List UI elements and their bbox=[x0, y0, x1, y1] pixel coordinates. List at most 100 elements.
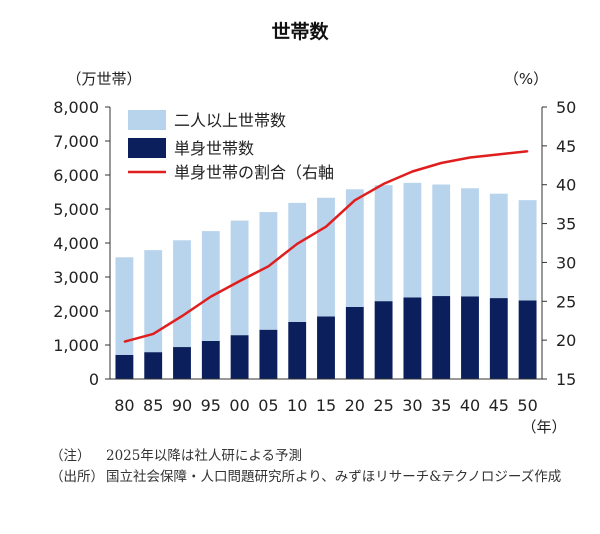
bar-single bbox=[432, 296, 451, 379]
right-tick-label: 45 bbox=[556, 137, 576, 156]
legend-label-ratio: 単身世帯の割合（右軸 bbox=[174, 163, 334, 182]
ratio-point bbox=[469, 156, 471, 159]
ratio-point bbox=[210, 295, 212, 298]
x-tick-label: 30 bbox=[402, 396, 422, 415]
ratio-point bbox=[181, 315, 183, 317]
note-label: （注） bbox=[50, 448, 91, 464]
x-tick-labels: 80 85 90 95 00 05 10 15 20 25 30 35 40 45 50 bbox=[114, 396, 538, 415]
source-label: （出所） bbox=[50, 469, 104, 485]
left-tick-label: 3,000 bbox=[53, 268, 99, 287]
chart: 世帯数 （万世帯） （%） （年） 0 1,000 2,000 3,000 4,000 5… bbox=[53, 20, 576, 436]
x-tick-label: 15 bbox=[316, 396, 336, 415]
source-text: 国立社会保障・人口問題研究所より、みずほリサーチ&テクノロジーズ作成 bbox=[106, 469, 562, 485]
bar-multi bbox=[201, 231, 220, 341]
right-tick-label: 25 bbox=[556, 292, 576, 311]
bar-multi bbox=[518, 200, 537, 301]
x-tick-label: 45 bbox=[489, 396, 509, 415]
x-tick-label: 40 bbox=[460, 396, 480, 415]
bar-multi bbox=[461, 188, 479, 297]
bar-single bbox=[345, 306, 364, 379]
ratio-point bbox=[498, 153, 500, 156]
bar-single bbox=[489, 298, 508, 379]
ratio-point bbox=[325, 225, 327, 228]
bar-single bbox=[144, 352, 163, 379]
right-tick-label: 35 bbox=[556, 215, 576, 234]
ratio-point bbox=[354, 199, 356, 202]
legend-label-single: 単身世帯数 bbox=[174, 139, 254, 158]
bar-multi bbox=[288, 202, 307, 322]
right-tick-label: 15 bbox=[556, 370, 576, 389]
left-tick-label: 0 bbox=[89, 370, 99, 389]
chart-title: 世帯数 bbox=[271, 20, 329, 43]
note-text: 2025年以降は社人研による予測 bbox=[106, 448, 302, 464]
bar-single bbox=[288, 321, 307, 379]
left-tick-labels: 0 1,000 2,000 3,000 4,000 5,000 6,000 7,000 8,00… bbox=[53, 98, 99, 389]
legend-label-multi: 二人以上世帯数 bbox=[174, 111, 286, 130]
bar-single bbox=[230, 335, 249, 379]
bar-single bbox=[374, 301, 393, 379]
right-tick-labels: 15 20 25 30 35 40 45 50 bbox=[556, 98, 576, 389]
bars-group bbox=[115, 182, 537, 379]
legend-swatch-multi bbox=[128, 110, 166, 130]
x-axis-unit: （年） bbox=[521, 418, 566, 436]
x-tick-label: 10 bbox=[287, 396, 307, 415]
left-axis-unit: （万世帯） bbox=[66, 70, 141, 88]
legend: 二人以上世帯数 単身世帯数 単身世帯の割合（右軸 bbox=[128, 110, 334, 182]
left-tick-label: 5,000 bbox=[53, 200, 99, 219]
bar-multi bbox=[173, 240, 191, 348]
ratio-point bbox=[123, 340, 126, 343]
left-tick-label: 7,000 bbox=[53, 132, 99, 151]
bar-single bbox=[518, 300, 537, 379]
ratio-point bbox=[382, 183, 385, 185]
line-series-group bbox=[123, 150, 529, 343]
legend-swatch-single bbox=[128, 138, 166, 158]
bar-multi bbox=[403, 182, 422, 298]
left-tick-label: 4,000 bbox=[53, 234, 99, 253]
note-row: （注） 2025年以降は社人研による予測 bbox=[50, 446, 590, 467]
bar-single bbox=[461, 296, 479, 379]
left-tick-label: 8,000 bbox=[53, 98, 99, 117]
ratio-point bbox=[238, 280, 241, 282]
bar-multi bbox=[115, 257, 134, 355]
x-tick-label: 35 bbox=[431, 396, 451, 415]
ratio-point bbox=[296, 242, 299, 245]
right-axis-unit: （%） bbox=[504, 70, 548, 88]
bar-multi bbox=[144, 250, 163, 353]
bar-single bbox=[403, 297, 422, 379]
bar-multi bbox=[317, 197, 335, 317]
bar-single bbox=[201, 340, 220, 379]
x-tick-label: 50 bbox=[517, 396, 537, 415]
x-tick-label: 00 bbox=[229, 396, 249, 415]
ratio-point bbox=[267, 265, 270, 268]
bar-single bbox=[317, 316, 335, 379]
notes: （注） 2025年以降は社人研による予測 （出所） 国立社会保障・人口問題研究所… bbox=[50, 446, 590, 488]
bar-multi bbox=[345, 189, 364, 307]
right-tick-label: 40 bbox=[556, 176, 576, 195]
x-tick-label: 90 bbox=[172, 396, 192, 415]
bar-single bbox=[173, 347, 191, 379]
x-tick-label: 80 bbox=[114, 396, 134, 415]
ratio-point bbox=[526, 150, 529, 153]
x-tick-label: 95 bbox=[201, 396, 221, 415]
left-tick-label: 2,000 bbox=[53, 302, 99, 321]
bar-multi bbox=[374, 185, 393, 302]
ratio-point bbox=[440, 162, 443, 164]
left-tick-label: 1,000 bbox=[53, 336, 99, 355]
right-tick-label: 50 bbox=[556, 98, 576, 117]
bar-multi bbox=[259, 212, 278, 330]
right-tick-label: 30 bbox=[556, 253, 576, 272]
axes-group bbox=[105, 106, 547, 380]
source-row: （出所） 国立社会保障・人口問題研究所より、みずほリサーチ&テクノロジーズ作成 bbox=[50, 467, 590, 488]
bar-multi bbox=[230, 220, 249, 336]
bar-multi bbox=[432, 184, 451, 297]
left-tick-label: 6,000 bbox=[53, 166, 99, 185]
x-tick-label: 85 bbox=[143, 396, 163, 415]
bar-multi bbox=[489, 193, 508, 299]
x-tick-label: 20 bbox=[345, 396, 365, 415]
ratio-point bbox=[152, 333, 154, 335]
bar-single bbox=[115, 354, 134, 379]
ratio-point bbox=[411, 170, 414, 173]
right-tick-label: 20 bbox=[556, 331, 576, 350]
bar-single bbox=[259, 329, 278, 379]
x-tick-label: 05 bbox=[258, 396, 278, 415]
